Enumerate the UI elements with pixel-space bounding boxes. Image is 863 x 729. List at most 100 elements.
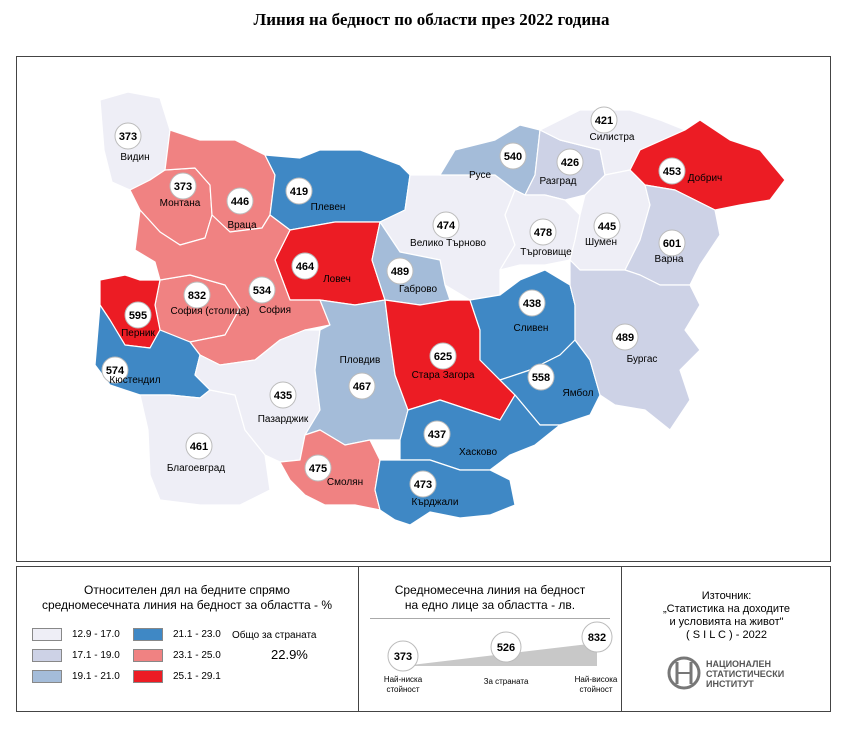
region-value-circle: [185, 432, 213, 460]
region-name: Разград: [540, 176, 577, 187]
scale-avg-label: За страната: [483, 677, 529, 686]
legend-class: 12.9 - 17.0: [32, 628, 120, 641]
region-name: Пазарджик: [258, 414, 309, 425]
scale-max-label: Най-висока стойност: [574, 675, 618, 694]
legend-class: 23.1 - 25.0: [133, 649, 221, 662]
scale-avg-circle: [490, 631, 522, 663]
country-average-label: Общо за страната: [232, 630, 317, 641]
region-value-circle: [269, 381, 297, 409]
region-value: 625: [434, 351, 452, 363]
source-note: Източник: „Статистика на доходите и усло…: [663, 590, 790, 641]
region-name: Хасково: [459, 447, 497, 458]
region-value: 373: [174, 181, 192, 193]
region-name: Варна: [655, 254, 684, 265]
region-value-circle: [658, 229, 686, 257]
region-value-circle: [499, 142, 527, 170]
legend-swatch: [133, 628, 163, 641]
region-name: Стара Загора: [412, 370, 475, 381]
region-value-circle: [183, 281, 211, 309]
region-name: София (столица): [171, 305, 250, 317]
region-name: Шумен: [585, 237, 617, 248]
legend-class: 19.1 - 21.0: [32, 670, 120, 683]
legend-title: Относителен дял на бедните спрямо средно…: [41, 583, 333, 612]
scale-min-value: 373: [394, 651, 412, 663]
region-name: Велико Търново: [410, 238, 486, 249]
scale-max-value: 832: [588, 632, 606, 644]
scale-min-circle: [387, 640, 419, 672]
region-value: 421: [595, 115, 613, 127]
region-value-circle: [593, 212, 621, 240]
region-value-circle: [285, 177, 313, 205]
region-value-circle: [386, 257, 414, 285]
region-value-circle: [527, 363, 555, 391]
region-name: Силистра: [590, 132, 635, 143]
region-value: 478: [534, 227, 552, 239]
region-value-circle: [409, 470, 437, 498]
region-name: Търговище: [520, 247, 572, 258]
region-name: Монтана: [160, 198, 201, 209]
legend-class: 21.1 - 23.0: [133, 628, 221, 641]
region-name: Смолян: [327, 477, 363, 488]
region-value: 435: [274, 390, 292, 402]
region-value: 437: [428, 429, 446, 441]
region-value-circle: [529, 218, 557, 246]
region-value-circle: [432, 211, 460, 239]
region-name: Бургас: [627, 354, 658, 365]
scale-min-label: Най-ниска стойност: [383, 675, 423, 694]
region-name: Кюстендил: [109, 375, 160, 386]
region-name: Пловдив: [340, 355, 381, 366]
legend-frame: [16, 566, 831, 712]
region-value: 464: [296, 261, 315, 273]
region-value-circle: [518, 289, 546, 317]
region-value: 475: [309, 463, 327, 475]
scale-title: Средномесечна линия на бедност на едно л…: [394, 583, 586, 612]
region-name: Плевен: [311, 202, 346, 213]
region-kardzhali[interactable]: [374, 459, 516, 526]
region-value-circle: [248, 276, 276, 304]
region-value: 832: [188, 290, 206, 302]
region-value: 601: [663, 238, 681, 250]
region-value: 574: [106, 365, 125, 377]
region-name: Благоевград: [167, 463, 225, 474]
legend-swatch: [133, 649, 163, 662]
region-value: 473: [414, 479, 432, 491]
region-name: Добрич: [688, 172, 723, 184]
legend-swatch: [32, 670, 62, 683]
country-average-value: 22.9%: [271, 647, 308, 662]
region-name: Враца: [227, 220, 257, 231]
scale-divider: [370, 618, 610, 619]
region-value: 467: [353, 381, 371, 393]
region-value: 446: [231, 196, 249, 208]
legend-swatch: [32, 649, 62, 662]
legend-divider: [621, 566, 622, 712]
region-value: 426: [561, 157, 579, 169]
legend-swatch: [133, 670, 163, 683]
region-value-circle: [423, 420, 451, 448]
region-value: 489: [391, 266, 409, 278]
region-value-circle: [658, 157, 686, 185]
region-value: 445: [598, 221, 616, 233]
region-name: Видин: [120, 152, 149, 163]
legend-divider: [358, 566, 359, 712]
region-name: Габрово: [399, 283, 437, 295]
map-frame: [16, 56, 831, 562]
region-value: 595: [129, 310, 147, 322]
region-value: 540: [504, 151, 522, 163]
region-value-circle: [556, 148, 584, 176]
region-value-circle: [114, 122, 142, 150]
region-value-circle: [291, 252, 319, 280]
region-value-circle: [611, 323, 639, 351]
region-name: Перник: [121, 328, 155, 339]
region-value: 373: [119, 131, 137, 143]
region-name: Русе: [469, 170, 492, 181]
scale-max-circle: [581, 621, 613, 653]
region-name: София: [259, 304, 291, 316]
region-value-circle: [101, 356, 129, 384]
region-name: Кърджали: [412, 497, 459, 508]
region-name: Ловеч: [323, 274, 351, 285]
region-value-circle: [169, 172, 197, 200]
legend-class: 17.1 - 19.0: [32, 649, 120, 662]
region-value: 419: [290, 186, 308, 198]
